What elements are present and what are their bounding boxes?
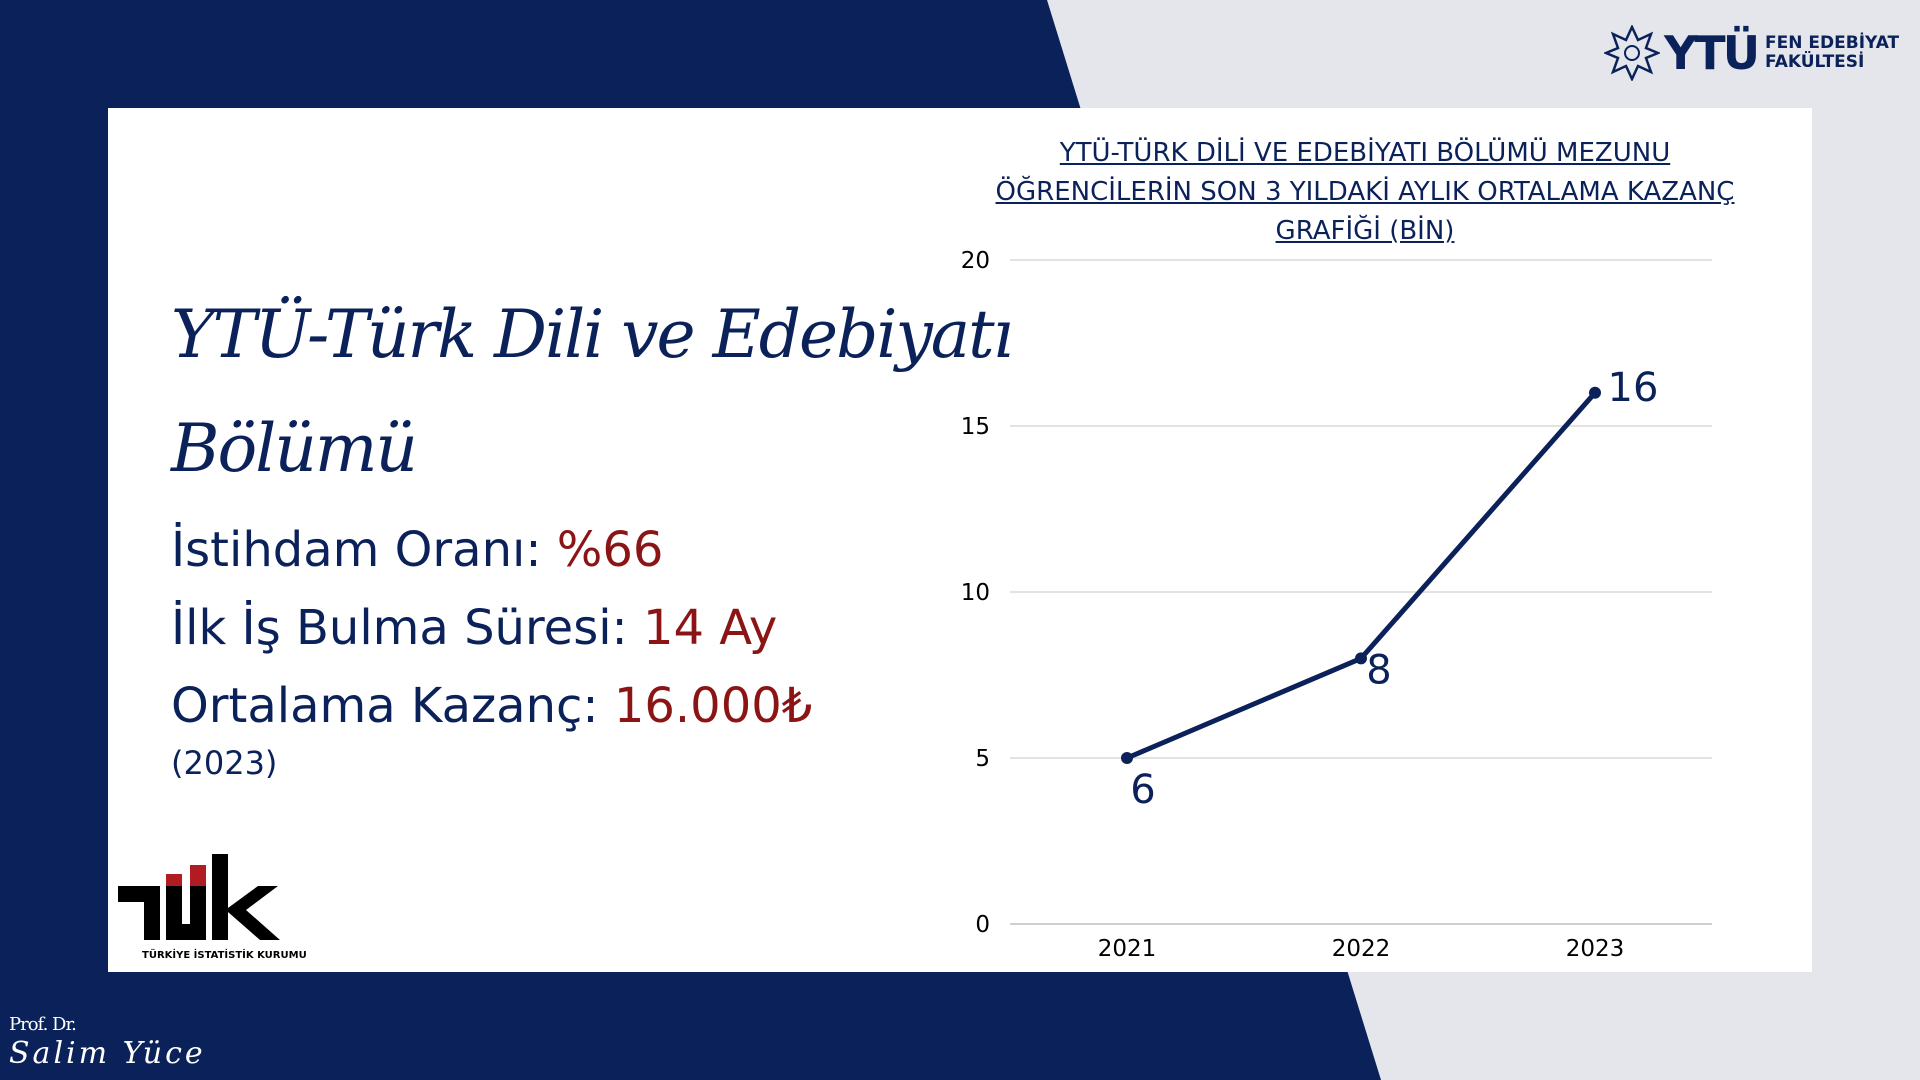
y-tick-label: 10 xyxy=(961,580,990,606)
y-tick-label: 15 xyxy=(961,414,990,440)
x-tick-label: 2023 xyxy=(1566,936,1625,962)
author-signature: Salim Yüce xyxy=(9,1036,206,1071)
author-title: Prof. Dr. xyxy=(9,1014,77,1035)
data-label: 6 xyxy=(1130,767,1155,813)
year-note: (2023) xyxy=(171,744,278,782)
stat-value: 14 Ay xyxy=(642,600,778,656)
star-icon xyxy=(1604,25,1660,81)
logo-line-1: FEN EDEBİYAT xyxy=(1765,33,1900,53)
stat-label: İstihdam Oranı: xyxy=(171,522,557,578)
stat-value: 16.000₺ xyxy=(613,678,813,734)
x-tick-label: 2022 xyxy=(1332,936,1391,962)
data-point xyxy=(1121,752,1133,764)
y-tick-label: 0 xyxy=(975,912,990,938)
stat-first-job-time: İlk İş Bulma Süresi: 14 Ay xyxy=(171,600,777,656)
tuik-caption: TÜRKİYE İSTATİSTİK KURUMU xyxy=(142,950,307,961)
data-label: 16 xyxy=(1608,365,1659,411)
series-line xyxy=(1126,391,1597,761)
logo-line-2: FAKÜLTESİ xyxy=(1765,52,1865,72)
department-heading-line2: Bölümü xyxy=(171,410,418,487)
y-tick-label: 5 xyxy=(975,746,990,772)
stat-value: %66 xyxy=(556,522,664,578)
content-card xyxy=(108,108,1812,972)
stat-label: İlk İş Bulma Süresi: xyxy=(171,600,643,656)
x-tick-label: 2021 xyxy=(1098,936,1157,962)
tuik-logo xyxy=(118,854,280,940)
data-label: 8 xyxy=(1366,647,1391,693)
y-tick-label: 20 xyxy=(961,248,990,274)
data-point xyxy=(1355,652,1367,665)
chart-title: YTÜ-TÜRK DİLİ VE EDEBİYATI BÖLÜMÜ MEZUNU… xyxy=(900,134,1830,251)
stat-average-earnings: Ortalama Kazanç: 16.000₺ xyxy=(171,678,812,734)
department-heading: YTÜ-Türk Dili ve Edebiyatı xyxy=(171,296,1014,373)
ytu-logo-mark: YTÜ xyxy=(1664,26,1760,80)
chart-title-line: ÖĞRENCİLERİN SON 3 YILDAKİ AYLIK ORTALAM… xyxy=(995,177,1735,207)
ytu-logo: YTÜ FEN EDEBİYAT FAKÜLTESİ xyxy=(1604,24,1899,82)
stat-label: Ortalama Kazanç: xyxy=(171,678,614,734)
chart-title-line: YTÜ-TÜRK DİLİ VE EDEBİYATI BÖLÜMÜ MEZUNU xyxy=(1059,138,1671,168)
stat-employment-rate: İstihdam Oranı: %66 xyxy=(171,522,663,578)
chart-title-line: GRAFİĞİ (BİN) xyxy=(1275,216,1455,246)
data-point xyxy=(1589,386,1601,399)
